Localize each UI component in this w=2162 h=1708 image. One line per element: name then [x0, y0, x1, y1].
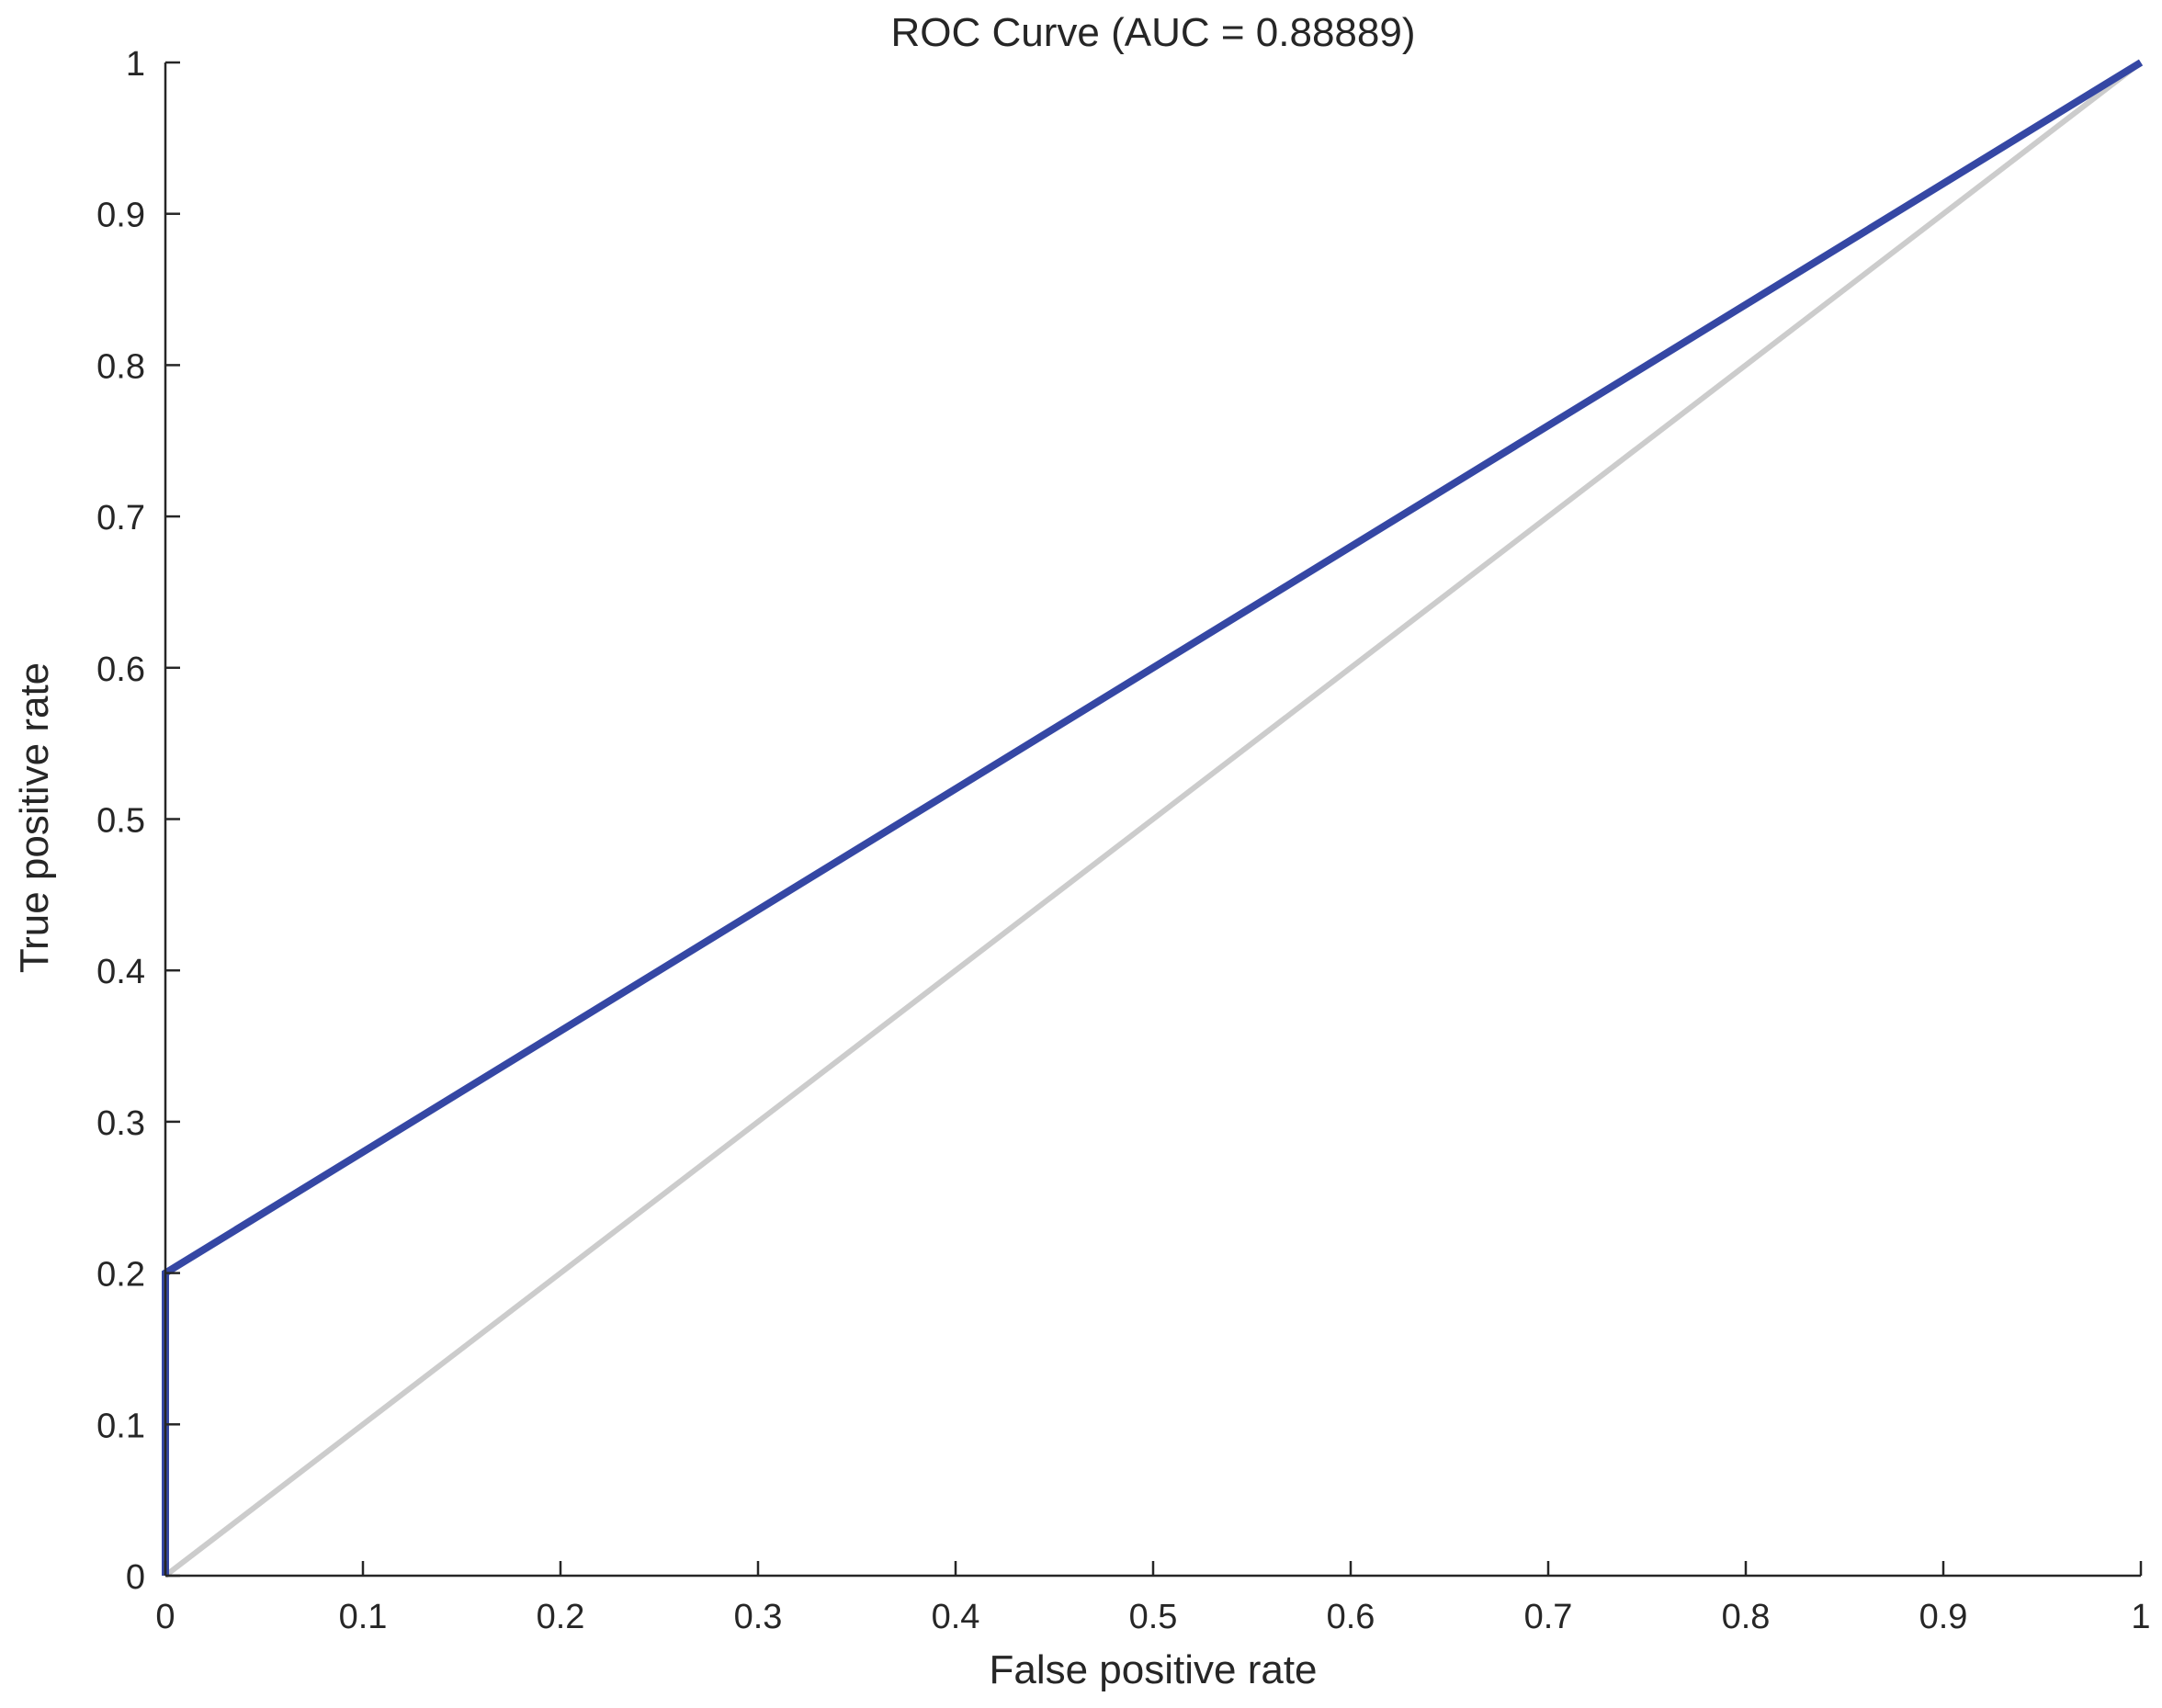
x-tick-label: 0.5 [1129, 1598, 1178, 1636]
y-tick-label: 0.3 [96, 1104, 145, 1143]
x-tick-label: 1 [2131, 1598, 2150, 1636]
y-tick-label: 1 [126, 45, 145, 84]
y-axis-label: True positive rate [12, 662, 57, 973]
x-tick-label: 0.4 [932, 1598, 980, 1636]
y-tick-label: 0.9 [96, 197, 145, 235]
x-axis-label: False positive rate [989, 1647, 1317, 1692]
x-tick-label: 0.3 [734, 1598, 783, 1636]
y-tick-label: 0.2 [96, 1256, 145, 1295]
x-tick-label: 0.1 [339, 1598, 388, 1636]
chance-diagonal-line [164, 60, 2143, 1578]
y-tick-label: 0.4 [96, 953, 145, 991]
series-group [162, 59, 2144, 1578]
y-tick-label: 0.7 [96, 499, 145, 537]
x-tick-label: 0.2 [537, 1598, 585, 1636]
x-tick-label: 0.9 [1919, 1598, 1968, 1636]
x-tick-label: 0.8 [1722, 1598, 1771, 1636]
y-tick-label: 0.6 [96, 650, 145, 689]
y-tick-label: 0 [126, 1558, 145, 1597]
y-tick-label: 0.8 [96, 347, 145, 386]
x-tick-label: 0.7 [1524, 1598, 1573, 1636]
x-tick-label: 0 [155, 1598, 175, 1636]
x-tick-label: 0.6 [1327, 1598, 1375, 1636]
y-tick-label: 0.5 [96, 802, 145, 841]
y-tick-label: 0.1 [96, 1407, 145, 1445]
chart-title: ROC Curve (AUC = 0.88889) [891, 10, 1416, 55]
axes: 0 0.1 0.2 0.3 0.4 0.5 0.6 0.7 0.8 0.9 1 0 0.1 0.2 0.3 0… [96, 45, 2150, 1636]
